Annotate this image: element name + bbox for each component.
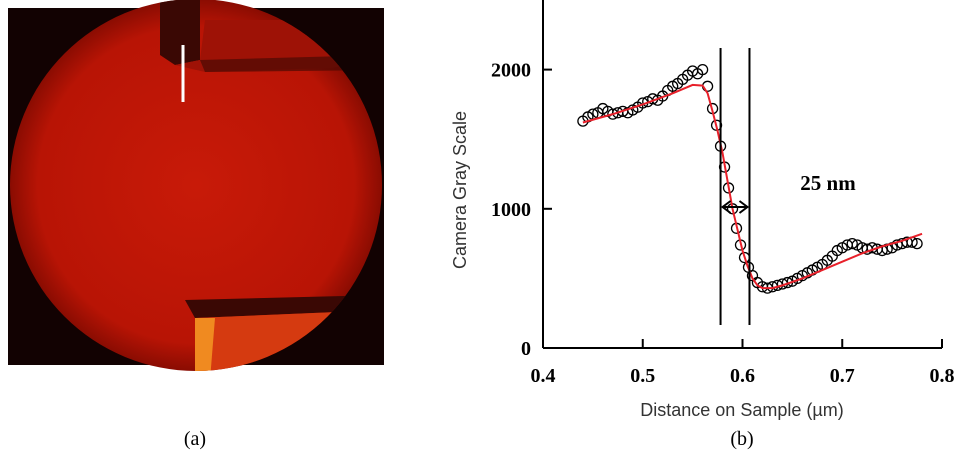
data-point xyxy=(891,239,903,251)
y-tick-label: 2000 xyxy=(491,60,531,82)
y-tick-label: 0 xyxy=(521,338,531,360)
fit-line xyxy=(582,83,923,290)
data-point xyxy=(911,237,923,250)
x-tick-label: 0.5 xyxy=(630,365,655,387)
arrow-head xyxy=(738,200,750,214)
plot: 0.4 0.5 0.6 0.7 0.8 0 1000 2000 xyxy=(491,0,955,387)
annotation: 25 nm xyxy=(800,171,856,195)
data-point xyxy=(607,108,619,120)
y-tick-label: 1000 xyxy=(491,199,531,221)
panel-label: (b) xyxy=(730,428,753,450)
x-tick-label: 0.4 xyxy=(531,365,556,387)
microscope-image xyxy=(8,0,384,371)
x-tick-label: 0.6 xyxy=(730,365,755,387)
x-axis-label: Distance on Sample (µm) xyxy=(640,400,843,420)
arrow-head xyxy=(720,200,732,214)
x-tick-label: 0.8 xyxy=(930,365,955,387)
y-axis-label: Camera Gray Scale xyxy=(450,111,470,269)
x-tick-label: 0.7 xyxy=(830,365,855,387)
data-point xyxy=(696,63,709,76)
panel-label: (a) xyxy=(184,428,206,450)
data-point xyxy=(846,237,858,250)
